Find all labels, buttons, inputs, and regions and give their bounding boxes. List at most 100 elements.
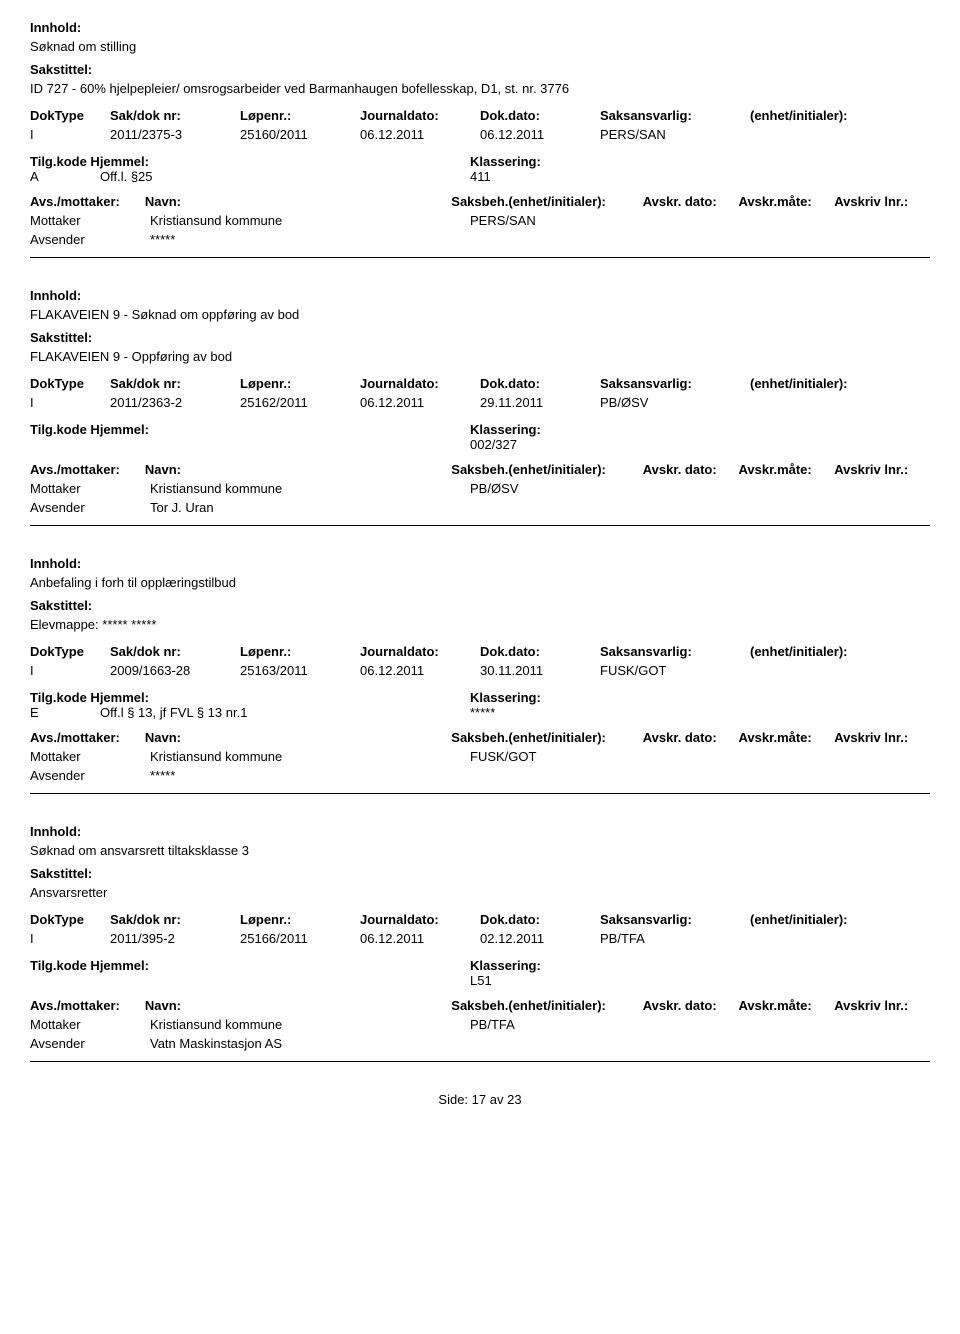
saksansvarlig-value: PB/TFA: [600, 931, 750, 946]
avsender-row: Avsender *****: [30, 768, 930, 783]
avskrdato-label: Avskr. dato:: [643, 462, 739, 477]
tilg-a-value: [30, 973, 100, 988]
journaldato-value: 06.12.2011: [360, 395, 480, 410]
lopenr-header: Løpenr.:: [240, 376, 360, 391]
saksbeh-label: Saksbeh.(enhet/initialer):: [451, 730, 642, 745]
sakstittel-value: Ansvarsretter: [30, 885, 930, 900]
mottaker-name: Kristiansund kommune: [150, 213, 470, 228]
sakdok-value: 2011/395-2: [110, 931, 240, 946]
mottaker-row: Mottaker Kristiansund kommune PB/TFA: [30, 1017, 930, 1032]
dokdato-header: Dok.dato:: [480, 644, 600, 659]
innhold-value: Søknad om ansvarsrett tiltaksklasse 3: [30, 843, 930, 858]
mottaker-row: Mottaker Kristiansund kommune FUSK/GOT: [30, 749, 930, 764]
sakstittel-value: ID 727 - 60% hjelpepleier/ omsrogsarbeid…: [30, 81, 930, 96]
saksbeh-header: Avs./mottaker: Navn: Saksbeh.(enhet/init…: [30, 998, 930, 1013]
innhold-value: Søknad om stilling: [30, 39, 930, 54]
saksansvarlig-header: Saksansvarlig:: [600, 644, 750, 659]
innhold-value: FLAKAVEIEN 9 - Søknad om oppføring av bo…: [30, 307, 930, 322]
lopenr-header: Løpenr.:: [240, 108, 360, 123]
navn-label: Navn:: [145, 462, 451, 477]
enhet-value: [750, 395, 900, 410]
avskrivlnr-label: Avskriv lnr.:: [834, 194, 930, 209]
mottaker-row: Mottaker Kristiansund kommune PB/ØSV: [30, 481, 930, 496]
saksansvarlig-header: Saksansvarlig:: [600, 376, 750, 391]
klassering-label: Klassering:: [470, 958, 910, 973]
mottaker-label: Mottaker: [30, 1017, 150, 1032]
lopenr-value: 25160/2011: [240, 127, 360, 142]
avsender-label: Avsender: [30, 232, 150, 247]
tilg-klass-labels: Tilg.kode Hjemmel: Klassering:: [30, 958, 930, 973]
dokdato-header: Dok.dato:: [480, 108, 600, 123]
klassering-label: Klassering:: [470, 154, 910, 169]
saksansvarlig-header: Saksansvarlig:: [600, 108, 750, 123]
lopenr-header: Løpenr.:: [240, 912, 360, 927]
saksansvarlig-value: PERS/SAN: [600, 127, 750, 142]
innhold-label: Innhold:: [30, 556, 930, 571]
avsender-name: Tor J. Uran: [150, 500, 470, 515]
saksbeh-label: Saksbeh.(enhet/initialer):: [451, 194, 642, 209]
enhet-value: [750, 127, 900, 142]
avskrdato-label: Avskr. dato:: [643, 194, 739, 209]
sakdok-value: 2009/1663-28: [110, 663, 240, 678]
saksansvarlig-value: FUSK/GOT: [600, 663, 750, 678]
tilg-klass-labels: Tilg.kode Hjemmel: Klassering:: [30, 690, 930, 705]
journaldato-value: 06.12.2011: [360, 127, 480, 142]
journaldato-header: Journaldato:: [360, 912, 480, 927]
enhet-header: (enhet/initialer):: [750, 108, 900, 123]
columns-header: DokType Sak/dok nr: Løpenr.: Journaldato…: [30, 644, 930, 659]
klassering-value: 411: [470, 169, 910, 184]
columns-data: I 2011/2375-3 25160/2011 06.12.2011 06.1…: [30, 127, 930, 142]
navn-label: Navn:: [145, 730, 451, 745]
enhet-header: (enhet/initialer):: [750, 644, 900, 659]
mottaker-name: Kristiansund kommune: [150, 481, 470, 496]
innhold-label: Innhold:: [30, 20, 930, 35]
saksbeh-label: Saksbeh.(enhet/initialer):: [451, 462, 642, 477]
avskrdato-label: Avskr. dato:: [643, 730, 739, 745]
avsender-label: Avsender: [30, 768, 150, 783]
enhet-header: (enhet/initialer):: [750, 912, 900, 927]
avskrivlnr-label: Avskriv lnr.:: [834, 462, 930, 477]
saksbeh-handler: PB/ØSV: [470, 481, 670, 496]
hjemmel-value: Off.l § 13, jf FVL § 13 nr.1: [100, 705, 470, 720]
avskrmaate-label: Avskr.måte:: [739, 194, 835, 209]
avsmottaker-label: Avs./mottaker:: [30, 730, 145, 745]
sakdok-header: Sak/dok nr:: [110, 912, 240, 927]
avsmottaker-label: Avs./mottaker:: [30, 462, 145, 477]
hjemmel-value: Off.l. §25: [100, 169, 470, 184]
columns-data: I 2009/1663-28 25163/2011 06.12.2011 30.…: [30, 663, 930, 678]
avsender-name: Vatn Maskinstasjon AS: [150, 1036, 470, 1051]
avsmottaker-label: Avs./mottaker:: [30, 194, 145, 209]
dokdato-header: Dok.dato:: [480, 912, 600, 927]
tilg-hjemmel-label: Tilg.kode Hjemmel:: [30, 154, 470, 169]
journaldato-value: 06.12.2011: [360, 663, 480, 678]
columns-header: DokType Sak/dok nr: Løpenr.: Journaldato…: [30, 376, 930, 391]
saksbeh-handler: PB/TFA: [470, 1017, 670, 1032]
journaldato-header: Journaldato:: [360, 644, 480, 659]
saksansvarlig-header: Saksansvarlig:: [600, 912, 750, 927]
avskrivlnr-label: Avskriv lnr.:: [834, 998, 930, 1013]
innhold-label: Innhold:: [30, 288, 930, 303]
doktype-header: DokType: [30, 376, 110, 391]
saksbeh-label: Saksbeh.(enhet/initialer):: [451, 998, 642, 1013]
tilg-a-value: A: [30, 169, 100, 184]
tilg-klass-values: L51: [30, 973, 930, 988]
enhet-value: [750, 931, 900, 946]
lopenr-header: Løpenr.:: [240, 644, 360, 659]
record-separator: [30, 793, 930, 794]
sakdok-value: 2011/2363-2: [110, 395, 240, 410]
record: Innhold: Søknad om ansvarsrett tiltakskl…: [30, 824, 930, 1062]
tilg-a-value: [30, 437, 100, 452]
lopenr-value: 25162/2011: [240, 395, 360, 410]
navn-label: Navn:: [145, 194, 451, 209]
page-footer: Side: 17 av 23: [30, 1092, 930, 1107]
page-number: 17: [472, 1092, 486, 1107]
avsender-label: Avsender: [30, 1036, 150, 1051]
columns-data: I 2011/395-2 25166/2011 06.12.2011 02.12…: [30, 931, 930, 946]
tilg-a-value: E: [30, 705, 100, 720]
side-label: Side:: [438, 1092, 468, 1107]
tilg-klass-values: E Off.l § 13, jf FVL § 13 nr.1 *****: [30, 705, 930, 720]
doktype-value: I: [30, 931, 110, 946]
record: Innhold: FLAKAVEIEN 9 - Søknad om oppfør…: [30, 288, 930, 526]
avsender-row: Avsender Vatn Maskinstasjon AS: [30, 1036, 930, 1051]
avsender-name: *****: [150, 232, 470, 247]
